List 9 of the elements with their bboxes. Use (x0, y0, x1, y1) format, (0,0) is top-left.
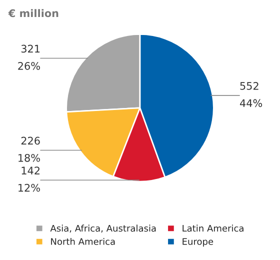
legend-label: Latin America (182, 224, 244, 232)
chart-title: € million (8, 9, 58, 18)
data-label: 226 18% (18, 136, 40, 162)
legend-label: Asia, Africa, Australasia (50, 224, 156, 233)
legend-label: Europe (182, 238, 214, 247)
data-label: 321 26% (18, 44, 40, 70)
legend-label: North America (51, 238, 115, 245)
data-label: 142 12% (18, 166, 40, 192)
data-label: 552 44% (240, 82, 262, 108)
